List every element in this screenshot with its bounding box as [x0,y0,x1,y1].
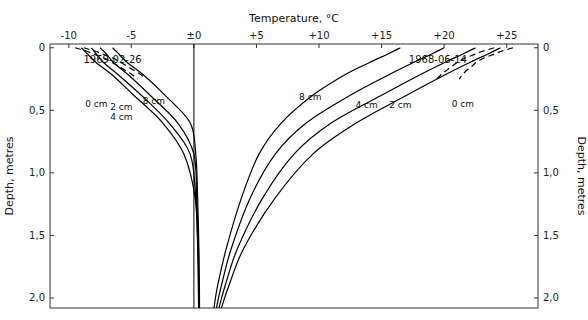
y2-tick-label: 0,5 [543,105,559,116]
y-tick [50,110,54,111]
y2-tick [534,235,538,236]
curve-label: 0 cm [452,99,474,109]
x-tick [319,44,320,48]
y2-tick [534,110,538,111]
profile-line [219,48,476,308]
x-axis-label: Temperature, °C [248,12,339,25]
curve-label: 2 cm [110,102,132,112]
y2-tick-label: 0 [543,42,549,53]
x-tick [256,44,257,48]
plot-frame [50,44,538,308]
y2-tick [534,297,538,298]
y-tick [50,47,54,48]
x-tick-label: -10 [61,30,77,41]
y-tick-label: 1,0 [29,167,45,178]
y-axis-label: Depth, metres [3,136,16,215]
date-label: 1969-02-26 [84,54,142,65]
y2-tick [534,47,538,48]
y-tick-label: 2,0 [29,292,45,303]
profile-line [221,48,500,308]
chart: -10 -5 ±0 +5 +10 +15 +20 +25 Temperature, °C 0 0,5… [0,0,588,320]
y2-axis-label: Depth, metres [575,136,588,215]
y-tick [50,235,54,236]
plot-area [75,44,513,308]
profile-line [100,48,199,308]
curve-label: 0 cm [85,99,107,109]
x-tick-label: +5 [249,30,264,41]
x-tick [381,44,382,48]
x-tick-label: ±0 [187,30,202,41]
x-tick-label: +25 [496,30,517,41]
curve-label: 4 cm [355,100,377,110]
curve-label: 2 cm [389,100,411,110]
x-tick-label: +15 [371,30,392,41]
profile-line [214,48,400,308]
y-tick [50,297,54,298]
y-tick [50,172,54,173]
y-tick-label: 0,5 [29,105,45,116]
x-tick [68,44,69,48]
x-tick-label: -5 [126,30,136,41]
y-tick-label: 1,5 [29,230,45,241]
curve-label: 8 cm [143,96,165,106]
y2-tick-label: 2,0 [543,292,559,303]
profile-line [91,48,199,308]
curve-label: 4 cm [110,112,132,122]
x-tick-label: +10 [308,30,329,41]
y2-tick-label: 1,5 [543,230,559,241]
x-tick [131,44,132,48]
y2-tick [534,172,538,173]
curve-label: 8 cm [299,92,321,102]
y2-tick-label: 1,0 [543,167,559,178]
dashed-profile-line [84,48,147,79]
y-tick-label: 0 [39,42,45,53]
x-tick-label: +20 [434,30,455,41]
profile-line [113,48,200,308]
x-tick [506,44,507,48]
dashed-profile-line [459,48,513,79]
profile-line [216,48,444,308]
profile-line [81,48,198,308]
date-label: 1968-06-14 [409,54,467,65]
